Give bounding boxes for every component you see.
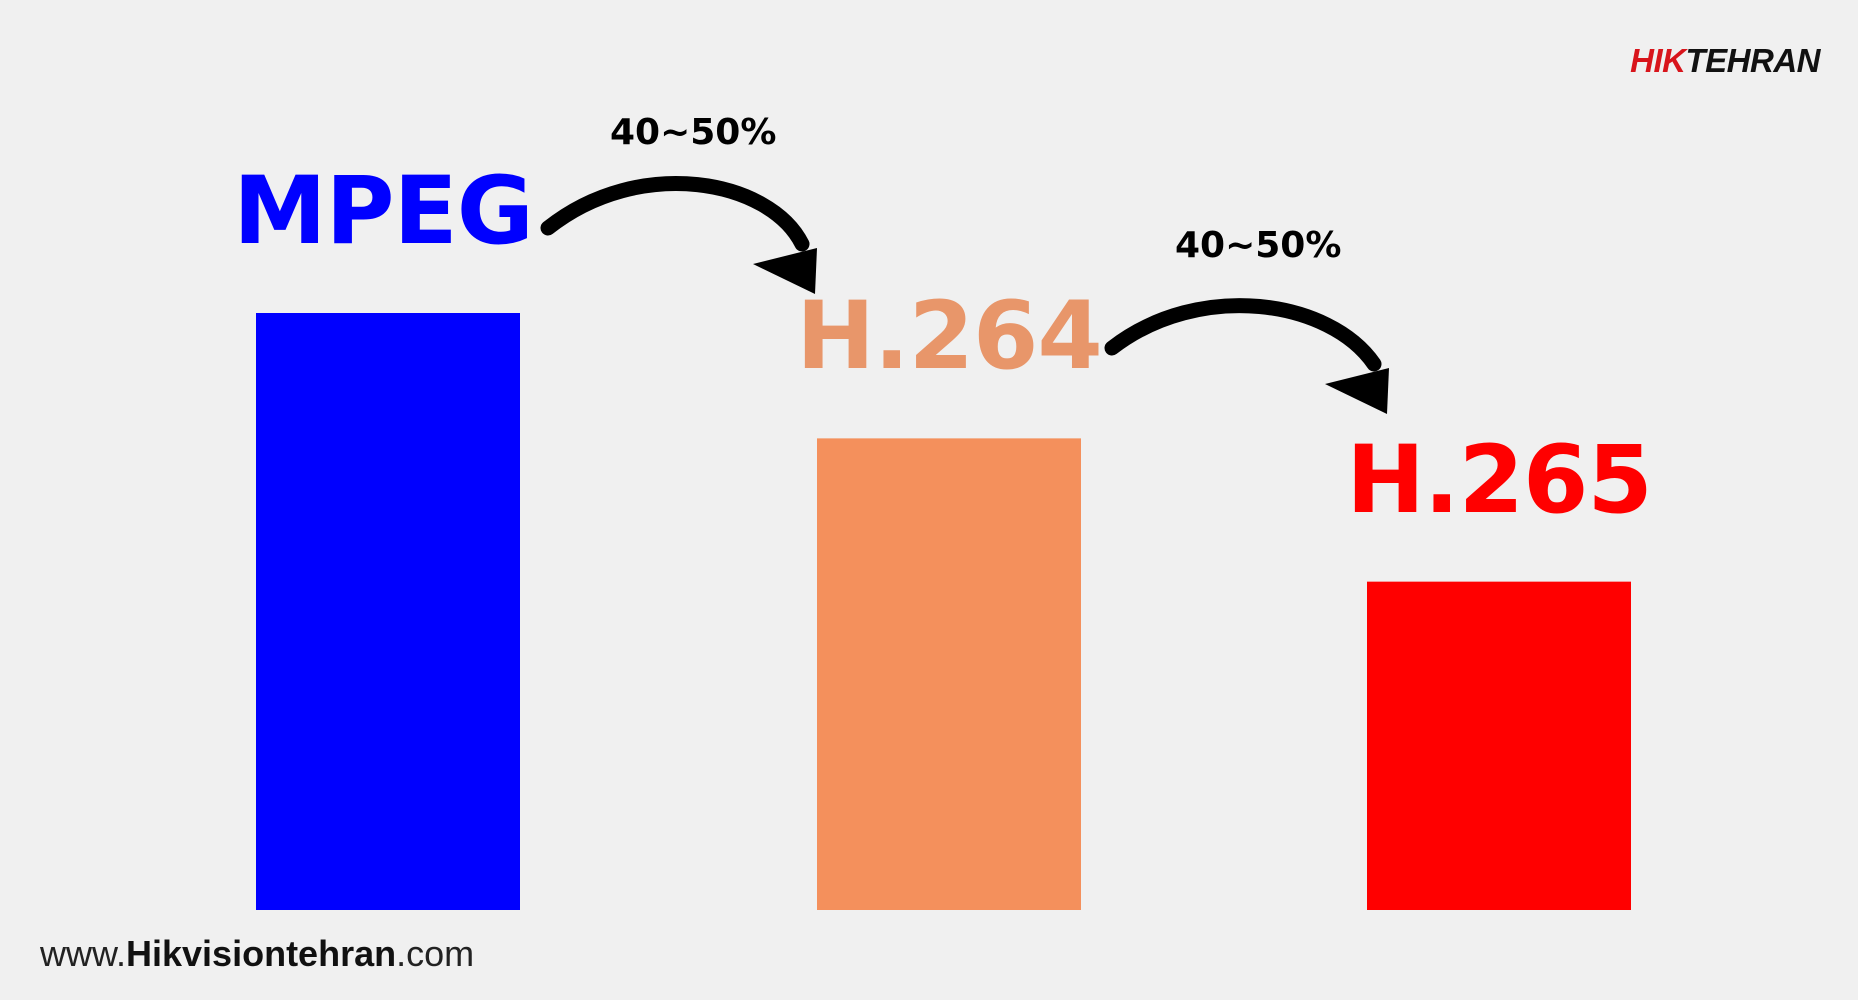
arrow-head-1 — [753, 248, 817, 294]
category-label-h264: H.264 — [796, 282, 1103, 392]
reduction-label-2: 40~50% — [1175, 225, 1342, 266]
bar-h264 — [817, 438, 1081, 910]
category-label-h265: H.265 — [1346, 425, 1653, 535]
footer-suffix: .com — [396, 933, 475, 974]
footer-domain: Hikvisiontehran — [126, 933, 397, 974]
logo-tehran-text: TEHRAN — [1685, 42, 1821, 79]
bar-h265 — [1367, 581, 1631, 910]
hiktehran-logo: HIKTEHRAN — [1630, 42, 1820, 80]
reduction-label-1: 40~50% — [610, 112, 777, 153]
arrow-curve-2 — [1104, 298, 1382, 372]
footer-prefix: www. — [40, 933, 127, 974]
arrow-curve-1 — [540, 176, 810, 252]
category-label-mpeg: MPEG — [233, 157, 534, 266]
logo-hik-text: HIK — [1630, 42, 1686, 79]
arrow-head-2 — [1325, 368, 1389, 414]
website-footer: www.Hikvisiontehran.com — [40, 933, 474, 975]
bar-mpeg — [256, 313, 520, 910]
